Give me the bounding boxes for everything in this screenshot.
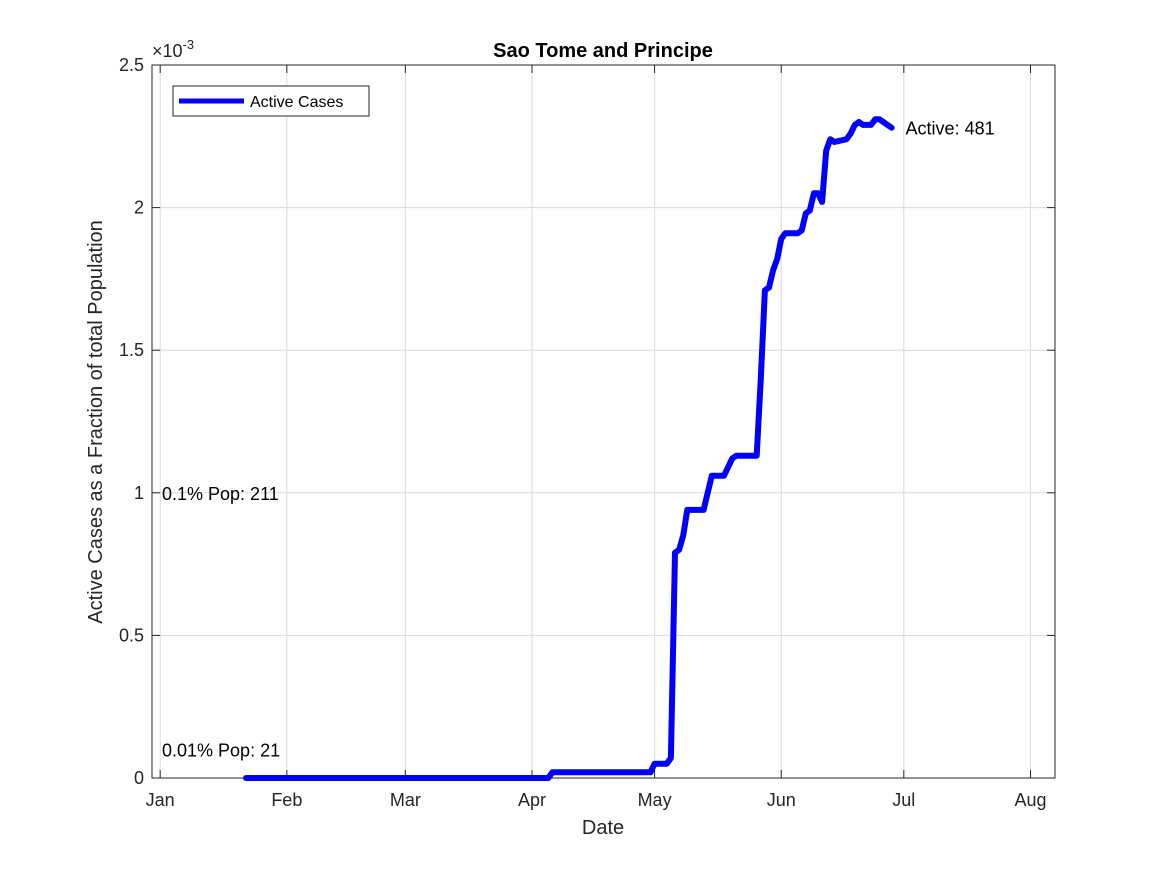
chart-title: Sao Tome and Principe (493, 40, 713, 62)
exponent-power: -3 (183, 37, 195, 52)
x-tick-label: Jan (146, 790, 175, 810)
grid-layer (152, 64, 1055, 779)
x-tick-label: Mar (390, 790, 421, 810)
annotation-population-threshold: 0.01% Pop: 21 (162, 740, 280, 760)
exponent-label: ×10-3 (152, 37, 194, 61)
legend[interactable]: Active Cases (172, 85, 370, 117)
annotation-population-threshold: 0.1% Pop: 211 (162, 484, 279, 504)
annotation-layer: Active: 481 0.1% Pop: 211 0.01% Pop: 21 (162, 119, 995, 761)
series-layer (243, 116, 895, 781)
plot-frame (151, 64, 1056, 779)
exponent-base: ×10 (152, 41, 183, 61)
x-tick-label: Aug (1014, 790, 1046, 810)
y-axis-label: Active Cases as a Fraction of total Popu… (85, 220, 107, 624)
x-tick-label: Jul (892, 790, 915, 810)
tick-layer: Jan Feb Mar Apr May Jun Jul Aug 0 0.5 1 1.5 2 2.5 (119, 55, 1055, 810)
x-tick-label: Apr (518, 790, 546, 810)
x-tick-label: Feb (271, 790, 302, 810)
x-tick-label: Jun (767, 790, 796, 810)
annotation-active-count: Active: 481 (906, 119, 995, 139)
legend-label: Active Cases (250, 94, 343, 111)
x-tick-label: May (638, 790, 672, 810)
y-tick-label: 1 (134, 483, 144, 503)
x-axis-label: Date (582, 817, 624, 839)
y-tick-label: 0 (134, 768, 144, 788)
y-tick-label: 0.5 (119, 625, 144, 645)
y-tick-label: 2 (134, 198, 144, 218)
y-tick-label: 1.5 (119, 340, 144, 360)
y-tick-label: 2.5 (119, 55, 144, 75)
series-line-active-cases (243, 116, 895, 781)
